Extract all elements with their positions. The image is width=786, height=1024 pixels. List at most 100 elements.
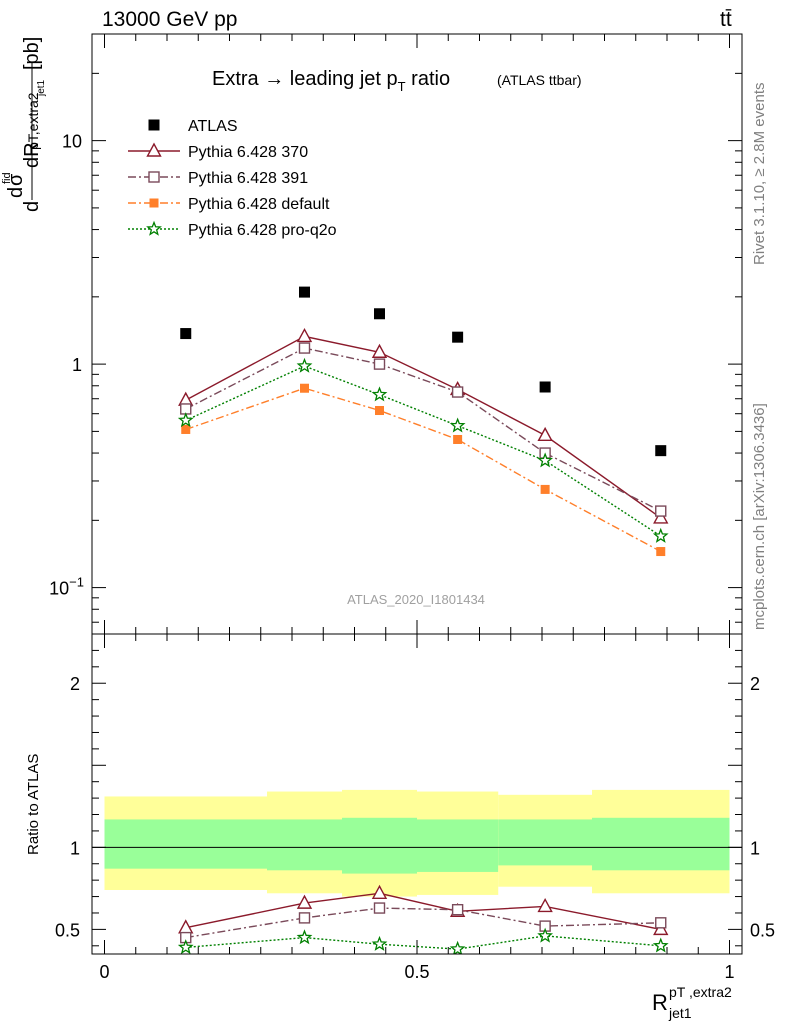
svg-text:R: R: [652, 990, 668, 1015]
data-point: [180, 328, 192, 340]
series-atlas: [180, 286, 667, 457]
data-point: [451, 386, 464, 398]
legend-label: Pythia 6.428 370: [188, 144, 308, 161]
data-point: [452, 331, 464, 343]
legend-label: Pythia 6.428 391: [188, 170, 308, 187]
ratio-point: [451, 903, 464, 916]
series-line: [185, 365, 662, 537]
ratio-point: [537, 897, 553, 913]
data-point: [374, 308, 385, 320]
data-point: [181, 424, 191, 434]
y-tick-label: 10: [62, 132, 82, 152]
legend-item: Pythia 6.428 370: [128, 142, 308, 161]
ratio-panel: 0.5 0.5 1 1 2 2 0 0.5 1 Ratio to ATLAS R pT ,ext…: [25, 633, 775, 1021]
data-point: [373, 358, 386, 370]
series-line: [185, 335, 662, 519]
rivet-version-label: Rivet 3.1.10, ≥ 2.8M events: [751, 83, 768, 266]
ratio-point: [371, 884, 388, 899]
data-point: [300, 383, 309, 393]
svg-text:jet1: jet1: [668, 1005, 692, 1021]
ratio-point: [652, 937, 669, 953]
svg-text:pT ,extra2: pT ,extra2: [669, 984, 732, 1000]
data-point: [299, 286, 310, 298]
data-point: [177, 412, 194, 428]
main-panel: 10−1 1 10 Extra → leading jet pT ratio (AT…: [1, 33, 743, 635]
svg-text:d: d: [21, 201, 43, 212]
uncertainty-band-green: [417, 819, 499, 872]
source-label: mcplots.cern.ch [arXiv:1306.3436]: [751, 403, 768, 630]
legend-marker: [148, 171, 160, 183]
ratio-series-pythia-6-428-pro-q2o: [177, 927, 669, 954]
legend-marker: [146, 220, 162, 236]
legend-item: Pythia 6.428 pro-q2o: [128, 220, 337, 239]
x-tick-label: 1: [724, 962, 734, 982]
ratio-y-tick-label-right: 0.5: [750, 920, 775, 940]
legend-label: Pythia 6.428 pro-q2o: [188, 222, 337, 239]
data-point: [296, 327, 313, 343]
series-line: [185, 387, 662, 553]
ratio-y-tick-label: 0.5: [55, 920, 80, 940]
ratio-point: [449, 940, 466, 954]
svg-text:pT,extra2: pT,extra2: [25, 92, 41, 150]
ratio-point: [537, 927, 554, 943]
data-point: [655, 445, 667, 457]
y-tick-label: 1: [72, 355, 82, 375]
data-point: [537, 452, 554, 468]
svg-text:jet1: jet1: [36, 79, 47, 97]
svg-text:σ: σ: [5, 173, 27, 186]
ratio-y-tick-label: 1: [70, 838, 80, 858]
data-point: [653, 509, 669, 524]
ratio-point: [296, 894, 313, 909]
data-point: [652, 527, 669, 543]
data-point: [540, 484, 550, 494]
data-point: [656, 547, 666, 557]
x-tick-label: 0.5: [404, 962, 429, 982]
ratio-y-tick-label: 2: [70, 674, 80, 694]
chart-subtitle: (ATLAS ttbar): [497, 72, 582, 88]
legend-marker: [149, 198, 159, 208]
ratio-y-label: Ratio to ATLAS: [25, 754, 42, 855]
series-pythia-6-428-pro-q2o: [177, 357, 669, 543]
series-pythia-6-428-370: [178, 327, 669, 524]
data-point: [655, 505, 667, 517]
ratio-y-tick-label-right: 2: [750, 674, 760, 694]
x-tick-label: 0: [99, 962, 109, 982]
ratio-point: [296, 929, 313, 945]
legend-marker: [148, 119, 160, 131]
legend-item: ATLAS: [148, 118, 238, 135]
series-pythia-6-428-default: [181, 383, 666, 557]
ratio-series-pythia-6-428-391: [180, 902, 667, 944]
data-point: [371, 343, 388, 358]
legend-item: Pythia 6.428 default: [128, 196, 330, 213]
svg-text:d: d: [5, 187, 27, 198]
ratio-point: [655, 917, 667, 929]
uncertainty-band-green: [104, 819, 267, 869]
process-label: tt̄: [720, 8, 732, 31]
data-point: [537, 426, 553, 442]
x-axis-label: R pT ,extra2 jet1: [652, 984, 732, 1021]
uncertainty-band-green: [342, 817, 417, 874]
data-point: [371, 386, 388, 402]
legend-marker: [146, 142, 162, 157]
legend-item: Pythia 6.428 391: [128, 170, 308, 187]
uncertainty-band-green: [267, 819, 342, 871]
data-point: [539, 381, 551, 393]
data-point: [453, 434, 463, 444]
analysis-watermark: ATLAS_2020_I1801434: [347, 592, 485, 607]
energy-label: 13000 GeV pp: [102, 8, 237, 31]
legend-label: Pythia 6.428 default: [188, 196, 330, 213]
series-line: [185, 347, 662, 512]
legend-label: ATLAS: [188, 118, 238, 135]
data-point: [449, 417, 466, 433]
ratio-point: [177, 939, 194, 954]
svg-text:[pb]: [pb]: [21, 37, 43, 70]
chart-title: Extra → leading jet pT ratio: [212, 68, 450, 94]
ratio-point: [298, 912, 311, 924]
ratio-y-tick-label-right: 1: [750, 838, 760, 858]
y-axis-label: d dR d σ fid pT,extra2 jet1 [pb]: [1, 37, 47, 212]
legend: ATLAS Pythia 6.428 370 Pythia 6.428 391 Pyt…: [128, 118, 337, 239]
ratio-line: [185, 907, 661, 939]
data-point: [298, 342, 311, 354]
ratio-line: [185, 892, 661, 931]
ratio-point: [373, 902, 386, 914]
